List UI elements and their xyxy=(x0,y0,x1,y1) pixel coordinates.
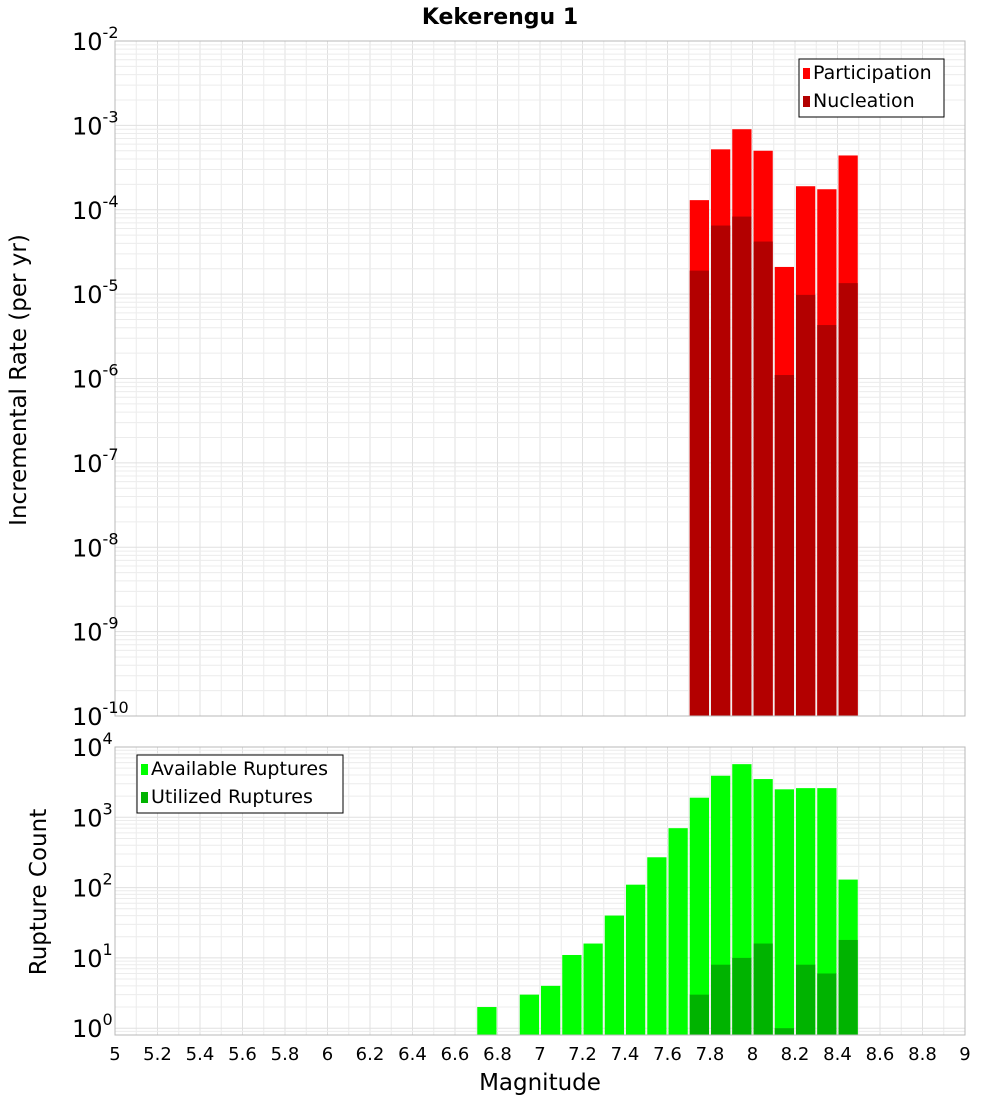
utilized-ruptures-bar xyxy=(711,964,731,1035)
legend: Available Ruptures Utilized Ruptures xyxy=(136,754,344,814)
x-tick-label: 8.8 xyxy=(908,1044,937,1065)
utilized-ruptures-bar xyxy=(753,943,773,1035)
available-ruptures-bar xyxy=(626,884,646,1035)
legend-swatch xyxy=(141,792,148,803)
legend-swatch xyxy=(141,764,148,775)
nucleation-bar xyxy=(753,241,773,717)
chart-title: Kekerengu 1 xyxy=(422,5,578,30)
x-tick-label: 7.4 xyxy=(611,1044,640,1065)
available-ruptures-bar xyxy=(519,994,539,1035)
x-tick-label: 8.2 xyxy=(781,1044,810,1065)
legend-swatch xyxy=(803,68,810,79)
y-tick-label: 10-8 xyxy=(72,529,119,562)
y-tick-label: 102 xyxy=(72,870,113,903)
x-tick-label: 5.6 xyxy=(228,1044,257,1065)
bottom-y-axis-label: Rupture Count xyxy=(26,809,52,975)
top-y-axis-label: Incremental Rate (per yr) xyxy=(6,234,32,526)
y-tick-label: 10-10 xyxy=(72,698,129,731)
x-tick-label: 5.2 xyxy=(143,1044,172,1065)
utilized-ruptures-bar xyxy=(774,1028,794,1035)
x-tick-label: 7.8 xyxy=(696,1044,725,1065)
available-ruptures-bar xyxy=(562,954,582,1035)
bottom-panel: 100 101 102 103 104 5 5.2 5.4 5.6 5.8 6 6.2 6.4 6.6 6.… xyxy=(72,729,971,1065)
x-tick-label: 7 xyxy=(534,1044,545,1065)
y-tick-label: 103 xyxy=(72,799,113,832)
nucleation-bar xyxy=(732,216,752,716)
top-panel: 10-10 10-9 10-8 10-7 10-6 10-5 10-4 10-3 10-2 Par… xyxy=(72,23,966,731)
legend-label: Available Ruptures xyxy=(151,758,328,780)
nucleation-bar xyxy=(689,270,709,716)
x-tick-label: 8 xyxy=(747,1044,758,1065)
x-tick-label: 8.6 xyxy=(866,1044,895,1065)
y-tick-label: 10-2 xyxy=(72,23,119,56)
y-tick-label: 10-9 xyxy=(72,614,119,647)
x-tick-label: 6.6 xyxy=(441,1044,470,1065)
y-tick-label: 100 xyxy=(72,1010,113,1043)
legend-box xyxy=(798,58,945,118)
legend-label: Nucleation xyxy=(813,90,915,112)
legend: Participation Nucleation xyxy=(798,58,945,118)
x-tick-label: 7.6 xyxy=(653,1044,682,1065)
nucleation-bar xyxy=(774,375,794,716)
x-tick-label: 9 xyxy=(959,1044,970,1065)
plot-frame xyxy=(114,40,966,717)
y-tick-label: 10-7 xyxy=(72,445,119,478)
x-tick-label: 8.4 xyxy=(823,1044,852,1065)
legend-label: Utilized Ruptures xyxy=(151,786,313,808)
utilized-ruptures-bar xyxy=(689,994,709,1035)
x-tick-label: 5.4 xyxy=(186,1044,215,1065)
utilized-ruptures-bar xyxy=(796,964,816,1035)
available-ruptures-bar xyxy=(541,985,561,1035)
y-tick-label: 101 xyxy=(72,940,113,973)
utilized-ruptures-bar xyxy=(838,939,858,1035)
available-ruptures-bar xyxy=(817,788,837,1035)
legend-swatch xyxy=(803,96,810,107)
x-tick-label: 6 xyxy=(322,1044,333,1065)
x-tick-label: 6.8 xyxy=(483,1044,512,1065)
y-tick-label: 10-4 xyxy=(72,192,119,225)
x-tick-label: 5.8 xyxy=(271,1044,300,1065)
utilized-ruptures-bar xyxy=(817,973,837,1035)
nucleation-bar xyxy=(796,294,816,716)
x-axis-label: Magnitude xyxy=(479,1070,601,1096)
x-tick-label: 6.2 xyxy=(356,1044,385,1065)
available-ruptures-bar xyxy=(668,828,688,1035)
nucleation-bar xyxy=(838,283,858,716)
x-tick-label: 7.2 xyxy=(568,1044,597,1065)
y-tick-label: 104 xyxy=(72,729,113,762)
plot-frame xyxy=(114,746,966,1036)
x-tick-label: 6.4 xyxy=(398,1044,427,1065)
nucleation-bar xyxy=(711,225,731,717)
utilized-ruptures-bar xyxy=(732,957,752,1035)
nucleation-bar xyxy=(817,325,837,716)
y-tick-label: 10-3 xyxy=(72,107,119,140)
available-ruptures-bar xyxy=(647,857,667,1035)
available-ruptures-bar xyxy=(583,943,603,1035)
legend-label: Participation xyxy=(813,62,932,84)
legend-box xyxy=(136,754,344,814)
y-tick-label: 10-6 xyxy=(72,361,119,394)
available-ruptures-bar xyxy=(477,1007,497,1035)
y-tick-label: 10-5 xyxy=(72,276,119,309)
available-ruptures-bar xyxy=(689,797,709,1035)
x-tick-label: 5 xyxy=(109,1044,120,1065)
available-ruptures-bar xyxy=(774,789,794,1035)
available-ruptures-bar xyxy=(604,915,624,1035)
